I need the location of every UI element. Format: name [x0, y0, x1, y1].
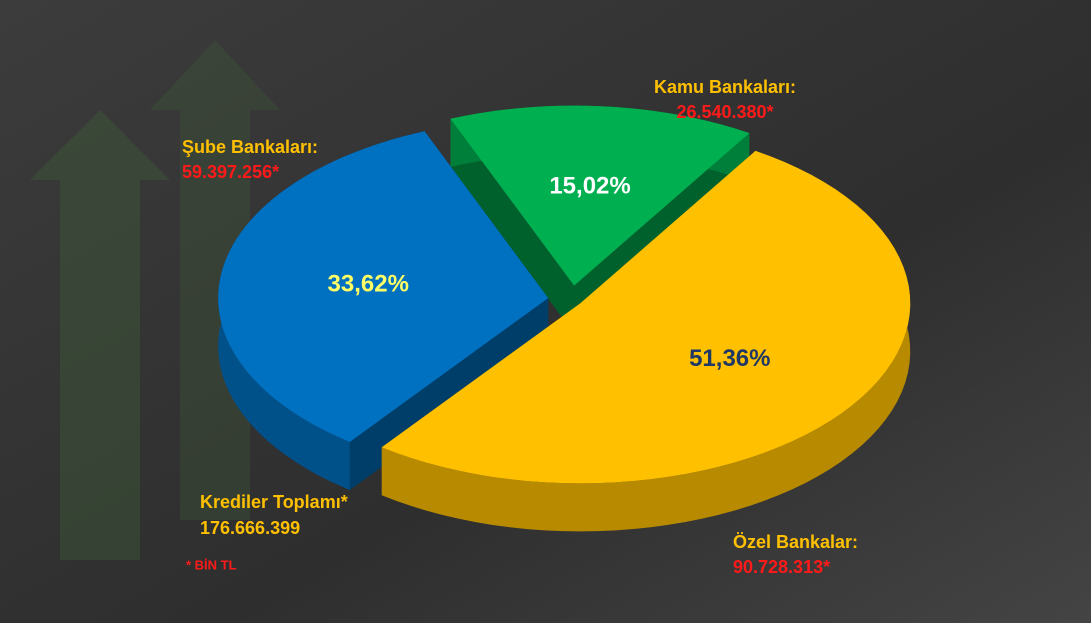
category-label: Özel Bankalar:: [733, 532, 858, 552]
pie-slice: 33,62%: [218, 131, 549, 490]
pie-wall: [450, 118, 575, 334]
pie-top: [218, 131, 549, 442]
amount-label: 90.728.313*: [733, 557, 830, 577]
note: * BİN TL: [186, 557, 237, 572]
pie: 15,02% 33,62% 51,36%: [218, 105, 911, 532]
total-value: 176.666.399: [200, 518, 300, 538]
pie-slice: 51,36%: [381, 150, 911, 532]
amount-label: 59.397.256*: [182, 162, 279, 182]
total-label: Krediler Toplamı*: [200, 492, 348, 512]
pie-slice: 15,02%: [450, 105, 750, 334]
value-label: 15,02%: [549, 172, 630, 199]
amount-label: 26.540.380*: [676, 102, 773, 122]
pie-top: [381, 150, 911, 484]
value-label: 33,62%: [328, 271, 409, 298]
pie-side: [381, 150, 911, 532]
value-label: 51,36%: [689, 345, 770, 372]
bg-arrow: [30, 110, 170, 560]
pie-top: [450, 105, 750, 286]
category-label: Kamu Bankaları:: [654, 77, 796, 97]
category-label: Şube Bankaları:: [182, 137, 318, 157]
